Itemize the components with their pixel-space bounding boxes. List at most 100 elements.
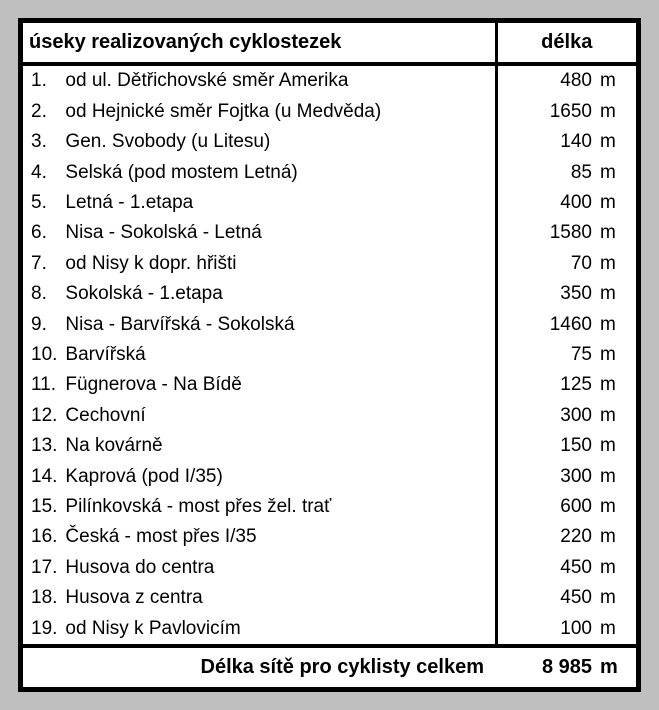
row-value: 400	[496, 188, 596, 218]
row-unit: m	[596, 492, 636, 522]
table-row: 9.Nisa - Barvířská - Sokolská1460m	[23, 309, 636, 339]
row-value: 125	[496, 370, 596, 400]
table-row: 13.Na kovárně150m	[23, 431, 636, 461]
row-value: 150	[496, 431, 596, 461]
cycle-paths-table-container: úseky realizovaných cyklostezek délka 1.…	[18, 18, 641, 692]
row-description: Letná - 1.etapa	[63, 188, 496, 218]
row-unit: m	[596, 583, 636, 613]
row-value: 1580	[496, 218, 596, 248]
row-number: 12.	[23, 401, 63, 431]
table-row: 14.Kaprová (pod I/35)300m	[23, 461, 636, 491]
table-row: 5.Letná - 1.etapa400m	[23, 188, 636, 218]
row-description: Fügnerova - Na Bídě	[63, 370, 496, 400]
row-number: 2.	[23, 97, 63, 127]
row-value: 450	[496, 553, 596, 583]
row-value: 450	[496, 583, 596, 613]
row-unit: m	[596, 249, 636, 279]
row-unit: m	[596, 613, 636, 646]
row-number: 6.	[23, 218, 63, 248]
row-number: 11.	[23, 370, 63, 400]
row-number: 7.	[23, 249, 63, 279]
row-value: 480	[496, 64, 596, 97]
row-description: Sokolská - 1.etapa	[63, 279, 496, 309]
row-description: od Hejnické směr Fojtka (u Medvěda)	[63, 97, 496, 127]
row-number: 8.	[23, 279, 63, 309]
row-unit: m	[596, 279, 636, 309]
table-row: 6.Nisa - Sokolská - Letná1580m	[23, 218, 636, 248]
row-description: Husova z centra	[63, 583, 496, 613]
row-number: 16.	[23, 522, 63, 552]
row-value: 100	[496, 613, 596, 646]
table-row: 12.Cechovní300m	[23, 401, 636, 431]
cycle-paths-table: úseky realizovaných cyklostezek délka 1.…	[23, 23, 636, 687]
row-description: Nisa - Sokolská - Letná	[63, 218, 496, 248]
row-value: 1650	[496, 97, 596, 127]
table-row: 16.Česká - most přes I/35220m	[23, 522, 636, 552]
row-value: 75	[496, 340, 596, 370]
footer-total-unit: m	[596, 646, 636, 687]
table-header-row: úseky realizovaných cyklostezek délka	[23, 23, 636, 64]
table-body: 1.od ul. Dětřichovské směr Amerika480m2.…	[23, 64, 636, 646]
row-unit: m	[596, 522, 636, 552]
row-number: 19.	[23, 613, 63, 646]
row-number: 4.	[23, 157, 63, 187]
table-row: 10.Barvířská75m	[23, 340, 636, 370]
row-value: 600	[496, 492, 596, 522]
row-description: Na kovárně	[63, 431, 496, 461]
row-value: 1460	[496, 309, 596, 339]
row-number: 13.	[23, 431, 63, 461]
table-row: 11.Fügnerova - Na Bídě125m	[23, 370, 636, 400]
table-row: 2.od Hejnické směr Fojtka (u Medvěda)165…	[23, 97, 636, 127]
table-row: 3.Gen. Svobody (u Litesu)140m	[23, 127, 636, 157]
table-row: 8.Sokolská - 1.etapa350m	[23, 279, 636, 309]
row-unit: m	[596, 97, 636, 127]
row-unit: m	[596, 218, 636, 248]
row-unit: m	[596, 370, 636, 400]
row-value: 350	[496, 279, 596, 309]
row-value: 140	[496, 127, 596, 157]
row-description: Nisa - Barvířská - Sokolská	[63, 309, 496, 339]
table-row: 19.od Nisy k Pavlovicím100m	[23, 613, 636, 646]
row-value: 300	[496, 401, 596, 431]
row-description: Husova do centra	[63, 553, 496, 583]
header-length: délka	[496, 23, 636, 64]
row-number: 18.	[23, 583, 63, 613]
row-value: 220	[496, 522, 596, 552]
table-row: 4.Selská (pod mostem Letná)85m	[23, 157, 636, 187]
table-footer-row: Délka sítě pro cyklisty celkem 8 985 m	[23, 646, 636, 687]
row-description: Cechovní	[63, 401, 496, 431]
row-number: 10.	[23, 340, 63, 370]
row-description: Kaprová (pod I/35)	[63, 461, 496, 491]
table-row: 1.od ul. Dětřichovské směr Amerika480m	[23, 64, 636, 97]
table-row: 17.Husova do centra450m	[23, 553, 636, 583]
row-description: Gen. Svobody (u Litesu)	[63, 127, 496, 157]
row-description: Selská (pod mostem Letná)	[63, 157, 496, 187]
row-value: 70	[496, 249, 596, 279]
row-description: od ul. Dětřichovské směr Amerika	[63, 64, 496, 97]
footer-total-label: Délka sítě pro cyklisty celkem	[23, 646, 496, 687]
row-unit: m	[596, 309, 636, 339]
row-value: 85	[496, 157, 596, 187]
row-unit: m	[596, 461, 636, 491]
row-unit: m	[596, 340, 636, 370]
row-number: 5.	[23, 188, 63, 218]
row-description: Pilínkovská - most přes žel. trať	[63, 492, 496, 522]
row-unit: m	[596, 157, 636, 187]
row-number: 1.	[23, 64, 63, 97]
table-row: 15.Pilínkovská - most přes žel. trať600m	[23, 492, 636, 522]
row-description: Česká - most přes I/35	[63, 522, 496, 552]
row-number: 15.	[23, 492, 63, 522]
row-unit: m	[596, 431, 636, 461]
row-description: od Nisy k Pavlovicím	[63, 613, 496, 646]
header-sections: úseky realizovaných cyklostezek	[23, 23, 496, 64]
row-unit: m	[596, 401, 636, 431]
footer-total-value: 8 985	[496, 646, 596, 687]
row-unit: m	[596, 188, 636, 218]
row-description: od Nisy k dopr. hřišti	[63, 249, 496, 279]
row-number: 3.	[23, 127, 63, 157]
row-unit: m	[596, 553, 636, 583]
row-unit: m	[596, 127, 636, 157]
row-value: 300	[496, 461, 596, 491]
table-row: 7.od Nisy k dopr. hřišti70m	[23, 249, 636, 279]
table-row: 18.Husova z centra450m	[23, 583, 636, 613]
